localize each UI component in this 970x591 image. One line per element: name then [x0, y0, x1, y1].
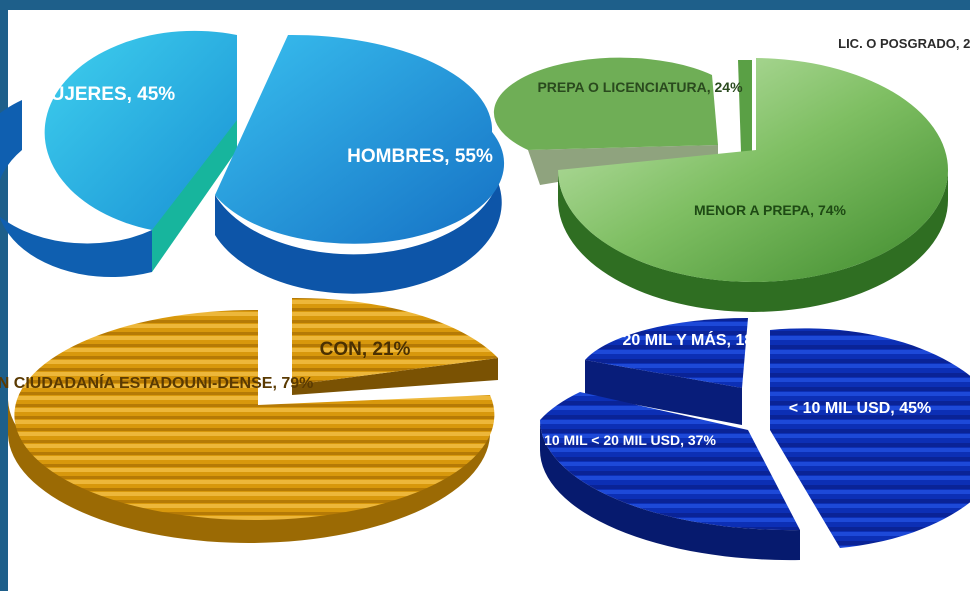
pie-slice-top [14, 309, 495, 520]
chart-3: SIN CIUDADANÍA ESTADOUNI-DENSE, 79% CON,… [0, 297, 498, 543]
pie-slice-top [770, 328, 970, 548]
chart-1: MUJERES, 45% HOMBRES, 55% [0, 30, 505, 294]
data-label: 20 MIL Y MÁS, 18% [623, 330, 768, 349]
pie-slice-top [539, 392, 800, 531]
pie-slice-top [558, 58, 948, 282]
data-label: MUJERES, 45% [35, 84, 176, 105]
data-label: HOMBRES, 55% [347, 146, 493, 167]
pie-slice-side [585, 360, 742, 425]
pie-slice-side [292, 358, 498, 395]
chart-2: PREPA O LICENCIATURA, 24% MENOR A PREPA,… [493, 36, 970, 312]
pie-slice-top [493, 57, 718, 150]
pie-slice-side [558, 170, 948, 312]
pie-slice-top [44, 30, 238, 230]
top-border [0, 0, 970, 10]
data-label: PREPA O LICENCIATURA, 24% [537, 79, 743, 95]
data-label: < 10 MIL USD, 45% [789, 400, 931, 417]
chart-4: 20 MIL Y MÁS, 18% < 10 MIL USD, 45% 10 M… [539, 317, 970, 561]
pie-slice-side [0, 100, 152, 277]
data-label: MENOR A PREPA, 74% [694, 202, 847, 218]
pie-slice-top [292, 297, 498, 385]
pie-slice-side [215, 132, 502, 294]
data-label: CON, 21% [320, 339, 411, 360]
data-label: LIC. O POSGRADO, 2% [838, 36, 970, 51]
left-border [0, 0, 8, 591]
pie-slice-top [585, 317, 748, 388]
data-label: 10 MIL < 20 MIL USD, 37% [544, 432, 716, 448]
pie-slice-top [738, 60, 752, 152]
pie-slice-side [539, 420, 800, 561]
data-label: SIN CIUDADANÍA ESTADOUNI-DENSE, 79% [0, 373, 313, 392]
pie-slice-top [215, 34, 505, 244]
